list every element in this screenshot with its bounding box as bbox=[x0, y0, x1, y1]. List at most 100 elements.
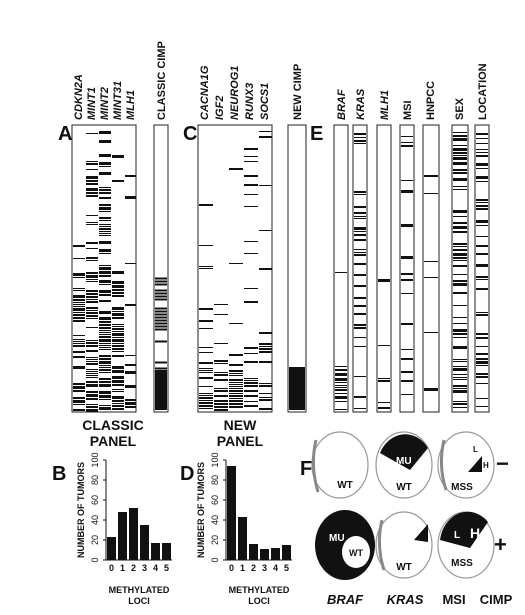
classic-cell bbox=[112, 366, 124, 369]
classic-cell bbox=[86, 361, 98, 362]
schematic-panel-f: WT MU WT L H MSS − MU WT WT bbox=[311, 431, 513, 607]
feature-column-5-stripe bbox=[453, 361, 467, 362]
bottom-wt-label-1: WT bbox=[349, 548, 363, 558]
classic-cell bbox=[125, 364, 136, 366]
classic-cell bbox=[112, 345, 124, 347]
classic-cell bbox=[86, 318, 98, 319]
new-cell bbox=[244, 382, 258, 384]
feature-column-6-stripe bbox=[476, 236, 488, 237]
feature-column-0-stripe bbox=[335, 393, 347, 394]
top-mu-label: MU bbox=[396, 456, 412, 467]
new-cell bbox=[244, 361, 258, 363]
classic-cell bbox=[73, 302, 85, 303]
bar-0 bbox=[107, 537, 116, 560]
classic-cell bbox=[99, 290, 111, 293]
y-tick-label: 20 bbox=[90, 535, 100, 545]
classic-cell bbox=[112, 376, 124, 379]
classic-cell bbox=[86, 279, 98, 280]
bottom-mss-label: MSS bbox=[451, 558, 473, 569]
new-cell bbox=[259, 346, 272, 347]
feature-column-5-stripe bbox=[453, 379, 467, 380]
classic-cell bbox=[99, 384, 111, 387]
classic-cell bbox=[99, 275, 111, 277]
classic-cell bbox=[99, 381, 111, 383]
classic-cell bbox=[86, 290, 98, 292]
classic-cell bbox=[112, 391, 124, 392]
classic-cimp-stripe bbox=[155, 283, 167, 286]
classic-cell bbox=[99, 235, 111, 236]
feature-column-6-stripe bbox=[476, 202, 488, 203]
feature-column-6-stripe bbox=[476, 245, 488, 247]
classic-cell bbox=[73, 404, 85, 405]
feature-column-1-stripe bbox=[354, 239, 366, 241]
classic-cell bbox=[112, 295, 124, 297]
feature-column-6-stripe bbox=[476, 205, 488, 207]
y-axis-label: NUMBER OF TUMORS bbox=[196, 462, 206, 558]
feature-column-1-stripe bbox=[354, 285, 366, 287]
classic-cell bbox=[99, 339, 111, 342]
feature-column-1-stripe bbox=[354, 263, 366, 265]
classic-cell bbox=[99, 336, 111, 338]
classic-cell bbox=[73, 351, 85, 353]
feature-column-6-stripe bbox=[476, 358, 488, 360]
feature-column-5-stripe bbox=[453, 333, 467, 335]
feature-column-6-stripe bbox=[476, 264, 488, 267]
y-axis-label: NUMBER OF TUMORS bbox=[76, 462, 86, 558]
classic-cell bbox=[73, 339, 85, 340]
y-tick-label: 20 bbox=[210, 535, 220, 545]
bar-1 bbox=[238, 517, 247, 560]
feature-column-5-stripe bbox=[453, 222, 467, 224]
top-wt-label-2: WT bbox=[396, 482, 412, 493]
classic-cell bbox=[86, 310, 98, 311]
classic-cell bbox=[99, 241, 111, 244]
feature-column-5-stripe bbox=[453, 243, 467, 245]
classic-cell bbox=[73, 343, 85, 344]
classic-cell bbox=[99, 347, 111, 348]
classic-cell bbox=[99, 330, 111, 331]
new-cell bbox=[259, 332, 272, 334]
classic-cell bbox=[86, 327, 98, 328]
plus-sign: + bbox=[494, 532, 507, 557]
feature-column-0-stripe bbox=[335, 378, 347, 381]
classic-cell bbox=[73, 308, 85, 311]
feature-column-1-stripe bbox=[354, 234, 366, 236]
new-cell bbox=[199, 393, 213, 394]
new-cell bbox=[244, 194, 258, 195]
feature-column-1-stripe bbox=[354, 274, 366, 276]
column-label: HNPCC bbox=[425, 81, 437, 120]
classic-cell bbox=[112, 405, 124, 407]
y-tick-label: 80 bbox=[90, 475, 100, 485]
classic-cell bbox=[112, 348, 124, 350]
new-cell bbox=[244, 253, 258, 254]
column-label: MLH1 bbox=[379, 90, 391, 120]
new-cell bbox=[229, 370, 243, 372]
classic-cell bbox=[99, 187, 111, 188]
classic-cell bbox=[99, 399, 111, 400]
top-h-label: H bbox=[483, 461, 489, 470]
new-cell bbox=[259, 185, 272, 186]
classic-cell bbox=[86, 342, 98, 344]
new-cell bbox=[199, 402, 213, 404]
classic-cell bbox=[125, 385, 136, 388]
feature-column-6-stripe bbox=[476, 361, 488, 364]
column-label: CDKN2A bbox=[73, 74, 85, 120]
new-cell bbox=[229, 379, 243, 381]
feature-column-0-stripe bbox=[335, 373, 347, 376]
new-cell bbox=[259, 393, 272, 394]
y-tick-label: 100 bbox=[90, 452, 100, 467]
x-tick-label: 4 bbox=[273, 563, 278, 573]
new-cell bbox=[259, 230, 272, 231]
feature-column-2-stripe bbox=[378, 345, 390, 346]
new-cell bbox=[229, 388, 243, 389]
new-cell bbox=[229, 390, 243, 392]
top-l-label: L bbox=[473, 445, 478, 454]
column-label: MINT1 bbox=[86, 87, 98, 120]
panel-letter-f: F bbox=[300, 458, 312, 480]
feature-column-6-stripe bbox=[476, 314, 488, 316]
new-cell bbox=[259, 343, 272, 345]
new-cell bbox=[229, 403, 243, 405]
classic-cell bbox=[86, 369, 98, 370]
new-cell bbox=[244, 347, 258, 349]
feature-column-1-stripe bbox=[354, 194, 366, 195]
bar-5 bbox=[162, 543, 171, 560]
